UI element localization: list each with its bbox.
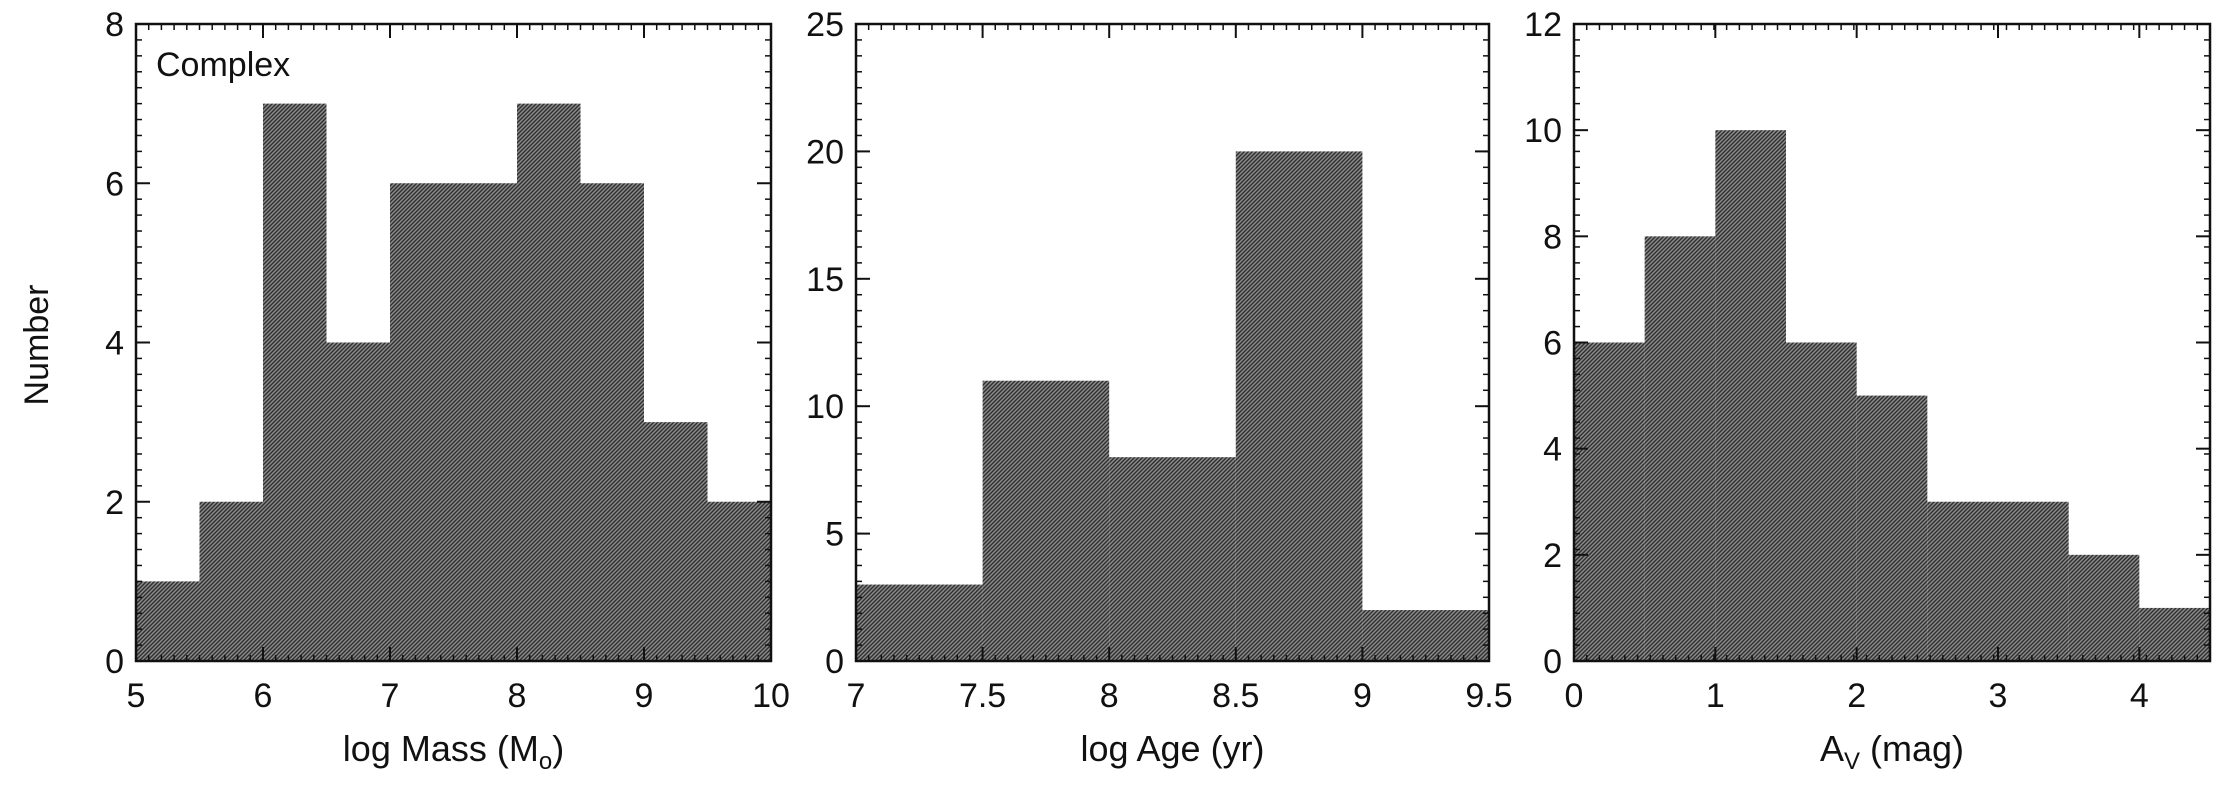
x-tick-label: 9.5: [1465, 677, 1512, 715]
x-tick-label: 10: [752, 677, 790, 715]
bar-panel-1-bin-5: [390, 183, 454, 661]
bar-panel-3-bin-5: [1856, 395, 1928, 661]
x-tick-label: 9: [1353, 677, 1372, 715]
x-tick-label: 8.5: [1212, 677, 1259, 715]
y-tick-label: 8: [105, 6, 124, 44]
y-tick-label: 10: [806, 388, 844, 426]
panel-annotation: Complex: [156, 46, 290, 84]
y-tick-label: 0: [105, 643, 124, 681]
histogram-panel-2: 7 7.5 8 8.5 9 9.5 0 5 10 15 20 25 log Age (yr): [806, 6, 1512, 769]
bar-panel-3-bin-2: [1644, 236, 1716, 662]
x-tick-label: 3: [1989, 677, 2008, 715]
bar-panel-1-bin-6: [453, 183, 517, 661]
x-axis-label-panel-2: log Age (yr): [1080, 728, 1264, 769]
x-tick-label: 4: [2130, 677, 2149, 715]
bar-panel-1-bin-7: [517, 103, 581, 661]
bar-panel-1-bin-9: [644, 422, 708, 661]
y-tick-label: 4: [105, 325, 124, 363]
y-tick-label: 20: [806, 133, 844, 171]
x-tick-label: 7.5: [959, 677, 1006, 715]
y-tick-label: 15: [806, 261, 844, 299]
x-tick-label: 9: [635, 677, 654, 715]
bar-panel-3-bin-8: [2068, 554, 2140, 661]
x-tick-label: 8: [1100, 677, 1119, 715]
bar-panel-1-bin-10: [707, 501, 771, 661]
bar-panel-2-bin-2: [982, 380, 1110, 661]
bar-panel-2-bin-5: [1362, 610, 1489, 661]
x-tick-label: 0: [1565, 677, 1584, 715]
x-tick-label: 7: [847, 677, 866, 715]
x-axis-label-main: log Age (yr): [1080, 728, 1264, 769]
bar-panel-1-bin-4: [326, 342, 390, 661]
x-tick-label: 1: [1706, 677, 1725, 715]
x-axis-label-subscript: o: [539, 748, 552, 775]
y-axis-label: Number: [18, 285, 56, 406]
x-axis-label-main: A: [1820, 728, 1844, 769]
bar-panel-3-bin-4: [1786, 342, 1857, 661]
x-tick-label: 5: [127, 677, 146, 715]
bar-panel-1-bin-8: [580, 183, 644, 661]
y-tick-label: 2: [105, 484, 124, 522]
bar-panel-1-bin-1: [136, 581, 200, 661]
y-tick-label: 12: [1524, 6, 1562, 44]
x-axis-label-subscript: V: [1844, 748, 1860, 775]
x-tick-label: 6: [254, 677, 273, 715]
x-tick-label: 8: [508, 677, 527, 715]
bar-panel-2-bin-3: [1109, 457, 1236, 661]
bar-panel-1-bin-2: [199, 501, 263, 661]
bar-panel-1-bin-3: [263, 103, 327, 661]
bar-panel-3-bin-3: [1715, 130, 1786, 661]
bar-panel-2-bin-1: [856, 584, 983, 661]
x-axis-label-end: (mag): [1860, 728, 1964, 769]
y-tick-label: 0: [1543, 643, 1562, 681]
y-tick-label: 6: [1543, 325, 1562, 363]
y-tick-label: 25: [806, 6, 844, 44]
bar-panel-3-bin-7: [1998, 501, 2069, 661]
bar-panel-3-bin-9: [2139, 607, 2210, 661]
x-tick-label: 7: [381, 677, 400, 715]
y-tick-label: 4: [1543, 431, 1562, 469]
x-axis-label-main: log Mass (M: [343, 728, 539, 769]
histogram-panel-1: 5 6 7 8 9 10 0 2 4 6 8 log Mass (Mo) Complex: [105, 6, 790, 775]
bar-panel-3-bin-1: [1574, 342, 1645, 661]
x-axis-label-panel-3: AV (mag): [1820, 728, 1964, 775]
y-tick-label: 5: [825, 516, 844, 554]
y-tick-label: 0: [825, 643, 844, 681]
bar-panel-2-bin-4: [1235, 151, 1363, 661]
y-tick-label: 10: [1524, 112, 1562, 150]
bar-panel-3-bin-6: [1927, 501, 1998, 661]
y-tick-label: 6: [105, 165, 124, 203]
y-tick-label: 8: [1543, 218, 1562, 256]
x-axis-label-end: ): [552, 728, 564, 769]
x-tick-label: 2: [1847, 677, 1866, 715]
x-axis-label-panel-1: log Mass (Mo): [343, 728, 564, 775]
y-tick-label: 2: [1543, 537, 1562, 575]
